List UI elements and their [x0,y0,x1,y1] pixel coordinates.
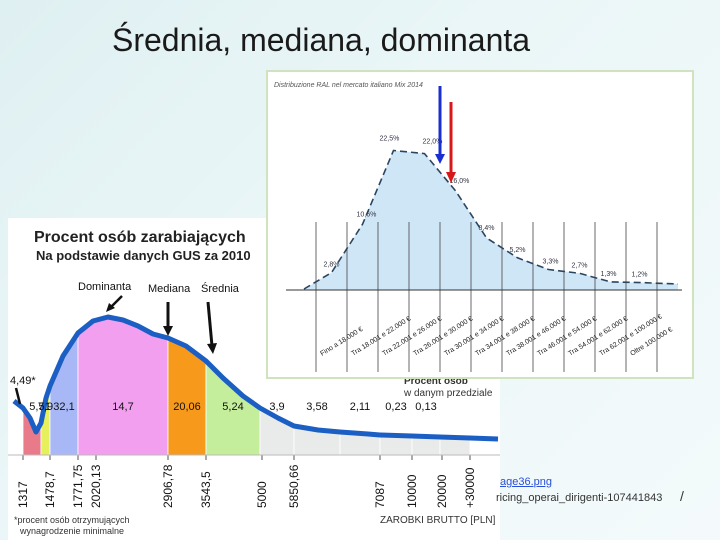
gus-value-label: 3,58 [306,401,327,413]
label-dominanta: Dominanta [78,281,132,293]
source-url-fragment: ricing_operai_dirigenti-107441843 [496,492,663,504]
ral-value-label: 1,3% [601,271,617,278]
gus-value-labels: 5,517,9 32,1 14,7 20,06 5,24 3,9 3,58 2,11 0,23 0… [29,401,436,413]
legend-text-1: Procent osób [404,376,468,387]
ral-value-labels: 2,8% 10,6% 22,5% 22,0% 16,0% 8,4% 5,2% 3,3% 2,7%… [324,136,648,279]
gus-x-ticks: 1317 1478,7 1771,75 2020,13 2906,78 3543,5 500… [16,455,477,508]
gus-tick-label: 20000 [435,474,449,508]
gus-chart-subtitle: Na podstawie danych GUS za 2010 [36,248,251,263]
ral-value-label: 8,4% [479,225,495,232]
ral-value-label: 2,7% [572,262,588,269]
gus-value-label: 7,9 [38,401,53,413]
blue-arrowhead [435,154,445,164]
ral-value-label: 1,2% [632,272,648,279]
gus-value-label: 14,7 [112,401,133,413]
gus-value-label: 0,13 [415,401,436,413]
gus-tick-label: +30000 [463,467,477,508]
ral-chart-svg: Distribuzione RAL nel mercato italiano M… [274,82,682,372]
ral-value-label: 10,6% [357,211,377,218]
srednia-arrow-line [206,301,214,347]
gus-distribution-curve [12,314,499,442]
blue-arrow [435,86,445,164]
gus-tick-label: 2020,13 [89,464,103,508]
min-wage-label: 4,49* [10,375,36,387]
ral-category-labels: Fino a 18.000 €Tra 18.001 e 22.000 €Tra … [319,313,674,357]
gus-value-label: 5,24 [222,401,243,413]
gus-value-label: 5,51 [29,401,50,413]
slide-title: Średnia, mediana, dominanta [112,22,531,58]
gus-tick-label: 1478,7 [43,471,57,508]
gus-value-label: 0,23 [385,401,406,413]
gus-band [77,316,169,456]
red-arrow [446,102,456,183]
gus-tick-label: 1317 [16,481,30,508]
gus-tick-label: 10000 [405,474,419,508]
gus-value-label: 32,1 [53,401,74,413]
gus-tick-label: 3543,5 [199,471,213,508]
ral-value-label: 22,5% [380,136,400,143]
ral-value-label: 5,2% [510,247,526,254]
gus-chart-svg: Procent osób zarabiających Na podstawie … [8,229,500,536]
gus-value-label: 20,06 [173,401,201,413]
label-srednia: Średnia [201,282,240,295]
min-wage-pointer [14,387,22,405]
gus-tick-label: 1771,75 [71,464,85,508]
source-link-fragment[interactable]: age36.png [500,476,552,488]
dominanta-arrowhead [106,303,115,312]
gus-value-label: 2,11 [350,401,371,413]
ral-value-label: 3,3% [543,259,559,266]
gus-tick-label: 7087 [373,481,387,508]
srednia-arrowhead [207,343,217,354]
ral-curve [303,149,679,290]
label-mediana: Mediana [148,283,191,295]
gus-tick-label: 5000 [255,481,269,508]
gus-value-label: 3,9 [269,401,284,413]
legend-text-2: w danym przedziale [403,388,493,399]
ral-area [304,150,678,290]
ral-value-label: 2,8% [324,262,340,269]
ral-dividers [315,222,658,372]
gus-tick-label: 5850,66 [287,464,301,508]
gus-tick-label: 2906,78 [161,464,175,508]
footnote-1: *procent osób otrzymujących [14,515,130,525]
url-slash: / [680,488,684,504]
red-arrowhead [446,172,456,183]
ral-value-label: 16,0% [450,178,470,185]
gus-x-axis-title: ZAROBKI BRUTTO [PLN] [380,515,496,526]
footnote-2: wynagrodzenie minimalne [19,526,124,536]
mediana-arrowhead [163,326,173,336]
gus-chart-title: Procent osób zarabiających [34,229,246,246]
ral-chart-title: Distribuzione RAL nel mercato italiano M… [274,82,423,89]
ral-distribution-chart: Distribuzione RAL nel mercato italiano M… [266,70,694,379]
ral-value-label: 22,0% [423,139,443,146]
